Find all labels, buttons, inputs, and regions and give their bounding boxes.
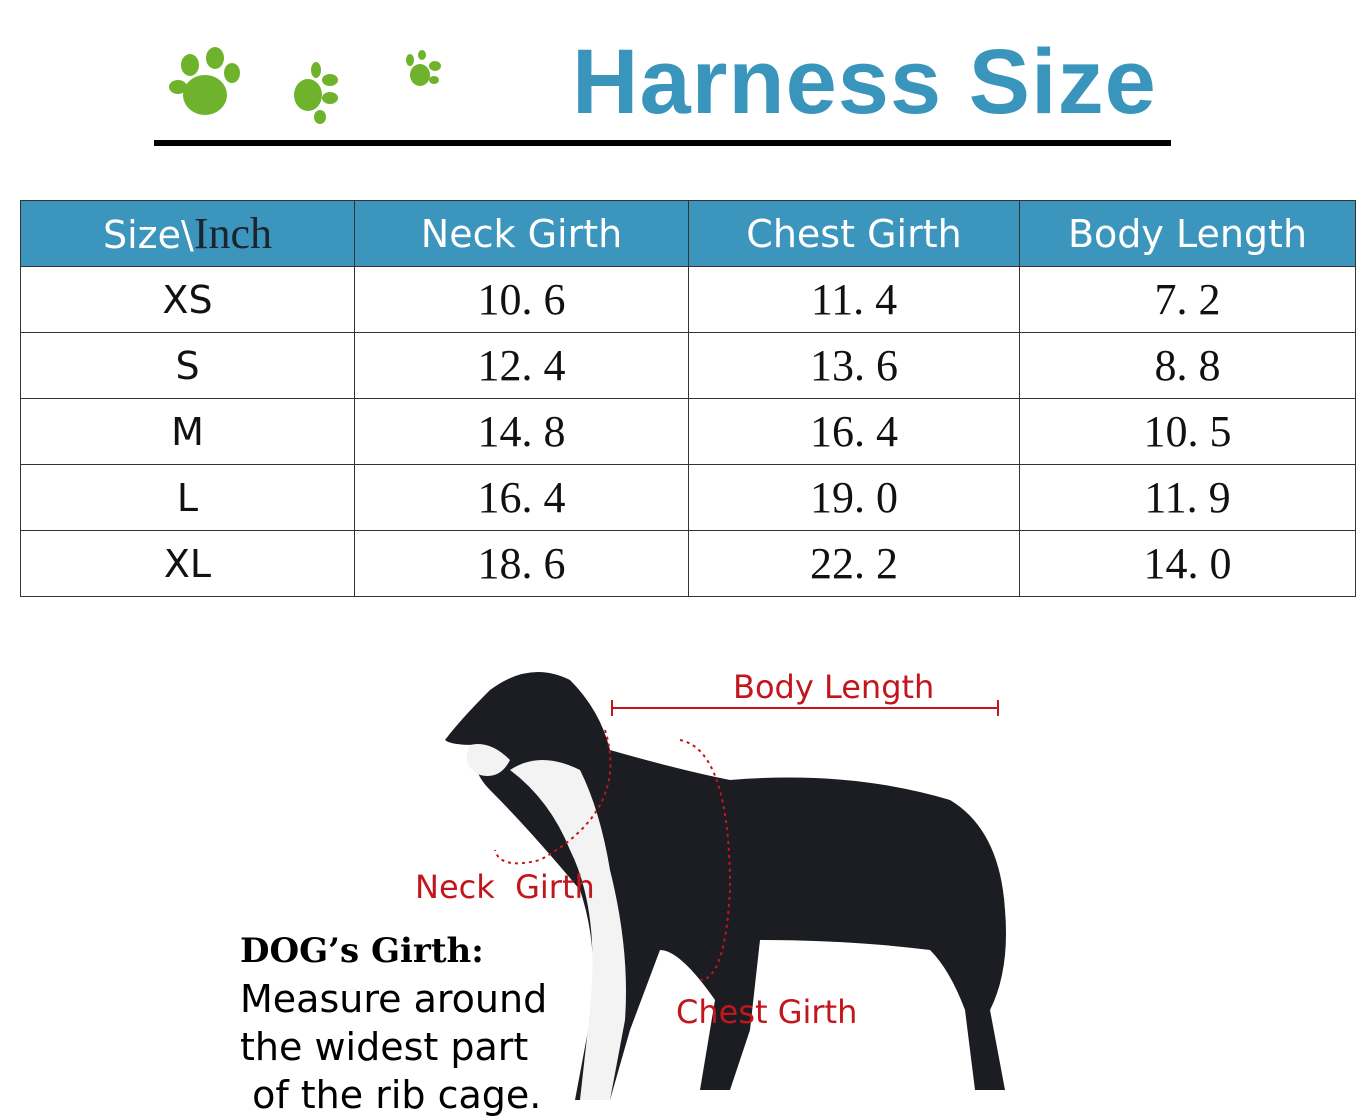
chest-girth-arrow (679, 739, 732, 981)
table-row: XS 10. 6 11. 4 7. 2 (20, 266, 1356, 333)
unit-label: Inch (193, 209, 272, 258)
note-line: the widest part (240, 1025, 529, 1069)
note-line: Measure around (240, 977, 548, 1021)
column-header-size: Size\Inch (20, 200, 355, 267)
paw-icon (294, 62, 338, 124)
table-row: S 12. 4 13. 6 8. 8 (20, 332, 1356, 399)
chest-girth-label: Chest Girth (676, 993, 858, 1031)
value-cell: 18. 6 (354, 530, 689, 597)
value-cell: 16. 4 (688, 398, 1020, 465)
body-length-label: Body Length (733, 668, 935, 706)
page-title: Harness Size (572, 31, 1157, 133)
table-row: M 14. 8 16. 4 10. 5 (20, 398, 1356, 465)
value-cell: 8. 8 (1019, 332, 1356, 399)
paw-icon (406, 50, 441, 86)
divider (154, 140, 1171, 146)
value-cell: 12. 4 (354, 332, 689, 399)
girth-note: DOG’s Girth: Measure around the widest p… (240, 925, 547, 1116)
column-header-neck: Neck Girth (354, 200, 689, 267)
value-cell: 7. 2 (1019, 266, 1356, 333)
value-cell: 11. 9 (1019, 464, 1356, 531)
column-header-body: Body Length (1019, 200, 1356, 267)
value-cell: 14. 8 (354, 398, 689, 465)
size-cell: XS (20, 266, 355, 333)
value-cell: 10. 6 (354, 266, 689, 333)
dog-image (445, 672, 1006, 1100)
neck-girth-label: Neck Girth (415, 868, 595, 906)
size-cell: L (20, 464, 355, 531)
size-cell: XL (20, 530, 355, 597)
table-row: L 16. 4 19. 0 11. 9 (20, 464, 1356, 531)
size-cell: S (20, 332, 355, 399)
table-row: XL 18. 6 22. 2 14. 0 (20, 530, 1356, 597)
value-cell: 14. 0 (1019, 530, 1356, 597)
measurement-annotations (494, 700, 999, 981)
value-cell: 22. 2 (688, 530, 1020, 597)
paw-prints-icon (169, 47, 441, 124)
size-table: Size\Inch Neck Girth Chest Girth Body Le… (20, 200, 1356, 597)
size-cell: M (20, 398, 355, 465)
column-header-chest: Chest Girth (688, 200, 1020, 267)
table-header-row: Size\Inch Neck Girth Chest Girth Body Le… (20, 200, 1356, 267)
value-cell: 13. 6 (688, 332, 1020, 399)
neck-girth-arrow (494, 729, 612, 865)
value-cell: 10. 5 (1019, 398, 1356, 465)
note-line: of the rib cage. (240, 1073, 542, 1116)
paw-icon (169, 47, 240, 115)
value-cell: 11. 4 (688, 266, 1020, 333)
note-heading: DOG’s Girth: (240, 931, 484, 971)
value-cell: 16. 4 (354, 464, 689, 531)
value-cell: 19. 0 (688, 464, 1020, 531)
size-label: Size\ (103, 213, 194, 257)
